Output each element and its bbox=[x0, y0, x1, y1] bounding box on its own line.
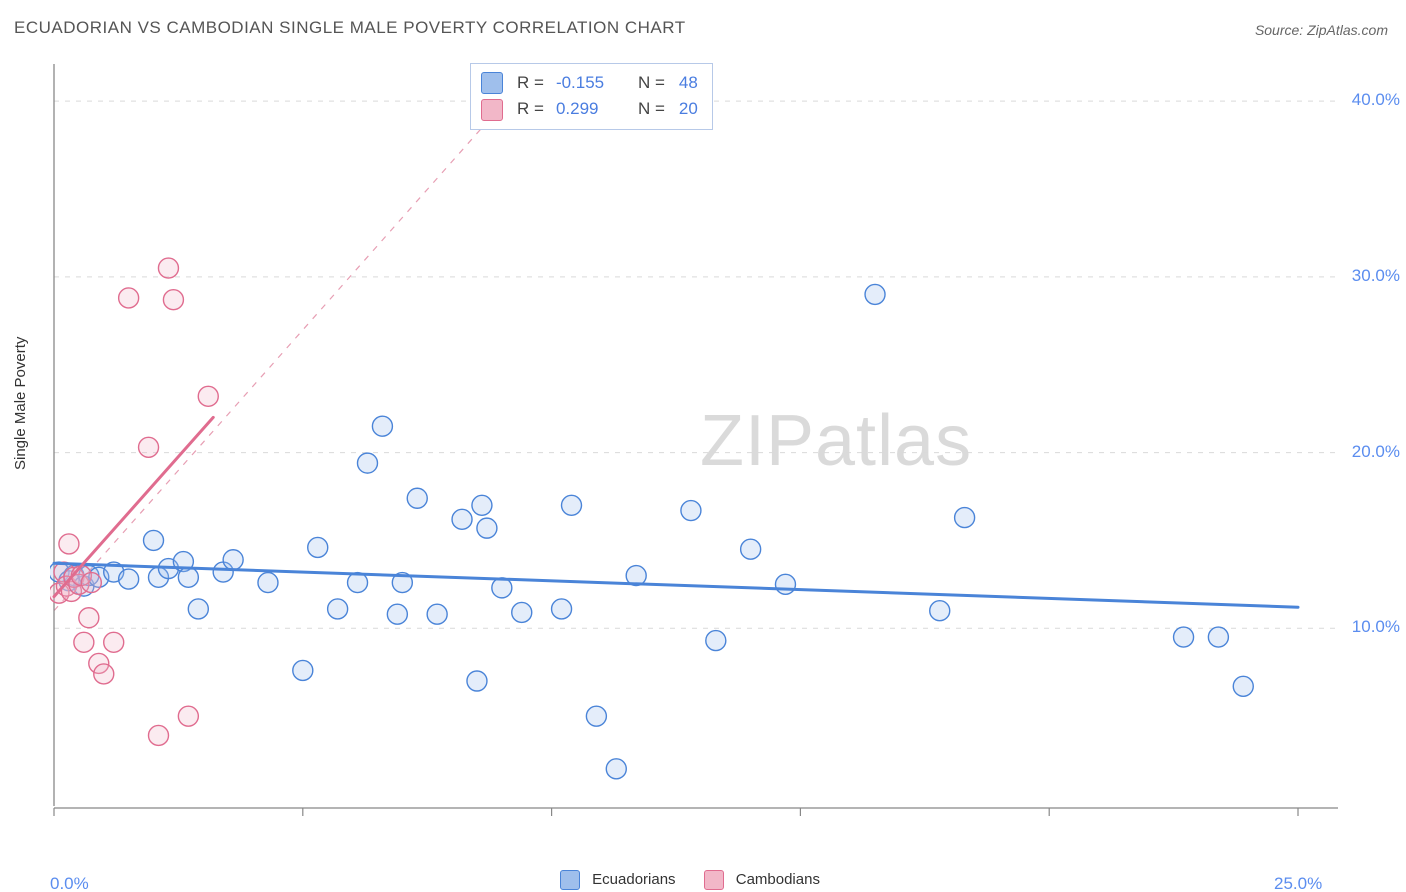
y-tick-label: 40.0% bbox=[1352, 90, 1400, 110]
legend-label: Ecuadorians bbox=[592, 871, 675, 888]
n-value: 48 bbox=[679, 70, 698, 96]
chart-title: ECUADORIAN VS CAMBODIAN SINGLE MALE POVE… bbox=[14, 18, 686, 38]
correlation-stats-box: R = -0.155 N = 48 R = 0.299 N = 20 bbox=[470, 63, 713, 130]
r-value: 0.299 bbox=[556, 96, 618, 122]
legend-item: Cambodians bbox=[704, 870, 820, 890]
n-label: N = bbox=[638, 96, 665, 122]
stats-row: R = -0.155 N = 48 bbox=[481, 70, 698, 96]
r-label: R = bbox=[517, 70, 544, 96]
series-swatch-icon bbox=[481, 99, 503, 121]
legend-item: Ecuadorians bbox=[560, 870, 676, 890]
legend-swatch-icon bbox=[560, 870, 580, 890]
y-tick-label: 30.0% bbox=[1352, 266, 1400, 286]
source-attribution: Source: ZipAtlas.com bbox=[1255, 22, 1388, 38]
legend-swatch-icon bbox=[704, 870, 724, 890]
scatter-plot bbox=[50, 60, 1350, 840]
series-swatch-icon bbox=[481, 72, 503, 94]
r-value: -0.155 bbox=[556, 70, 618, 96]
x-tick-label: 25.0% bbox=[1274, 874, 1322, 892]
n-label: N = bbox=[638, 70, 665, 96]
n-value: 20 bbox=[679, 96, 698, 122]
y-tick-label: 10.0% bbox=[1352, 617, 1400, 637]
legend: Ecuadorians Cambodians bbox=[560, 870, 820, 890]
stats-row: R = 0.299 N = 20 bbox=[481, 96, 698, 122]
x-tick-label: 0.0% bbox=[50, 874, 89, 892]
r-label: R = bbox=[517, 96, 544, 122]
y-axis-label: Single Male Poverty bbox=[12, 337, 29, 470]
y-tick-label: 20.0% bbox=[1352, 442, 1400, 462]
legend-label: Cambodians bbox=[736, 871, 820, 888]
